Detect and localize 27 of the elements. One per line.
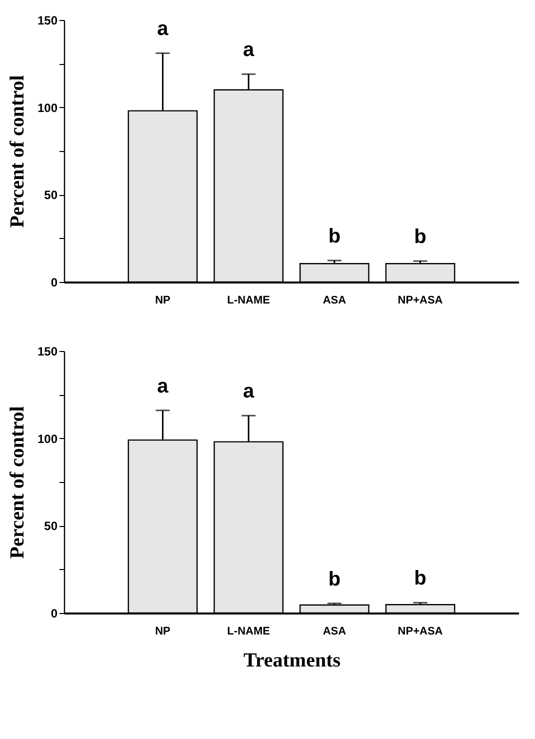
y-axis-title: Percent of control: [6, 74, 28, 228]
y-tick-label: 50: [44, 519, 58, 534]
x-tick-label: NP+ASA: [398, 294, 443, 306]
x-tick-label: NP+ASA: [398, 626, 443, 638]
y-tick-label: 100: [37, 432, 58, 446]
y-tick-label: 150: [37, 344, 58, 358]
annotation: b: [414, 226, 426, 248]
x-tick-label: NP: [155, 294, 170, 306]
annotation: a: [243, 39, 256, 62]
annotation: b: [328, 226, 341, 248]
y-tick-label: 0: [50, 276, 58, 290]
y-tick-label: 0: [50, 606, 58, 620]
x-tick-label: ASA: [322, 294, 346, 306]
x-axis-title: Treatments: [243, 650, 341, 672]
annotation: b: [414, 568, 426, 590]
x-tick-label: ASA: [322, 626, 346, 638]
annotation: a: [157, 375, 170, 398]
annotation: a: [243, 380, 256, 403]
y-axis-title: Percent of control: [6, 406, 28, 559]
y-tick-label: 100: [37, 100, 58, 115]
x-tick-label: NP: [155, 626, 170, 638]
annotation: a: [157, 18, 170, 40]
x-tick-label: L-NAME: [227, 294, 270, 306]
y-tick-label: 50: [44, 188, 58, 202]
y-tick-label: 150: [37, 14, 58, 28]
annotation: b: [328, 568, 341, 590]
x-tick-label: L-NAME: [227, 626, 270, 638]
